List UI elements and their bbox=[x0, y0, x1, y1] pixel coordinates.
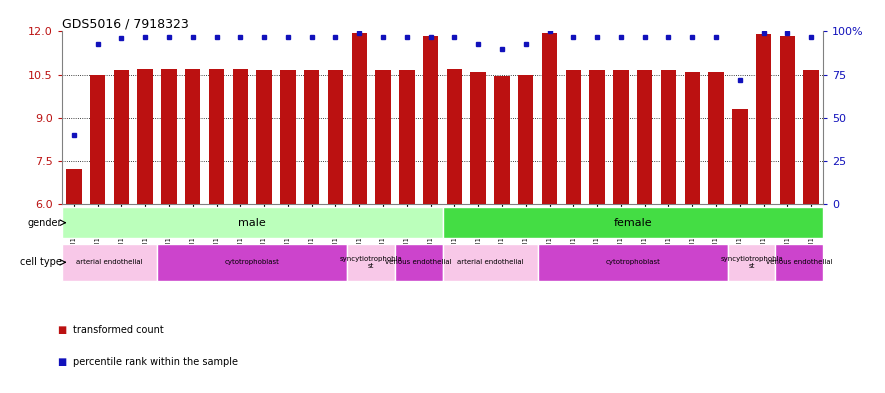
Text: arterial endothelial: arterial endothelial bbox=[76, 259, 142, 265]
Bar bbox=[732, 109, 748, 204]
Bar bbox=[113, 70, 129, 204]
Text: ■: ■ bbox=[58, 356, 66, 367]
Text: GDS5016 / 7918323: GDS5016 / 7918323 bbox=[62, 17, 189, 30]
Bar bbox=[728, 244, 775, 281]
Bar bbox=[423, 36, 438, 204]
Bar bbox=[471, 72, 486, 204]
Bar bbox=[804, 70, 819, 204]
Text: transformed count: transformed count bbox=[73, 325, 164, 335]
Bar bbox=[90, 75, 105, 204]
Text: cytotrophoblast: cytotrophoblast bbox=[605, 259, 660, 265]
Bar bbox=[158, 244, 348, 281]
Text: syncytiotrophobla
st: syncytiotrophobla st bbox=[720, 256, 783, 269]
Bar bbox=[62, 244, 158, 281]
Bar bbox=[661, 70, 676, 204]
Bar bbox=[304, 70, 319, 204]
Bar bbox=[233, 69, 248, 204]
Bar bbox=[518, 75, 534, 204]
Bar bbox=[775, 244, 823, 281]
Text: cytotrophoblast: cytotrophoblast bbox=[225, 259, 280, 265]
Bar bbox=[327, 70, 343, 204]
Bar bbox=[566, 70, 581, 204]
Text: ■: ■ bbox=[58, 325, 66, 335]
Bar bbox=[780, 36, 795, 204]
Text: cell type: cell type bbox=[20, 257, 62, 267]
Bar bbox=[613, 70, 628, 204]
Bar bbox=[684, 72, 700, 204]
Text: percentile rank within the sample: percentile rank within the sample bbox=[73, 356, 237, 367]
Bar bbox=[447, 69, 462, 204]
Text: venous endothelial: venous endothelial bbox=[385, 259, 452, 265]
Bar bbox=[257, 70, 272, 204]
Bar bbox=[442, 207, 823, 238]
Text: syncytiotrophobla
st: syncytiotrophobla st bbox=[340, 256, 403, 269]
Bar bbox=[161, 69, 177, 204]
Bar bbox=[351, 33, 367, 204]
Bar bbox=[66, 169, 81, 204]
Bar bbox=[494, 76, 510, 204]
Bar bbox=[375, 70, 391, 204]
Bar bbox=[542, 33, 558, 204]
Text: venous endothelial: venous endothelial bbox=[766, 259, 833, 265]
Bar bbox=[399, 70, 414, 204]
Text: female: female bbox=[613, 218, 652, 228]
Bar bbox=[756, 34, 772, 204]
Bar bbox=[637, 70, 652, 204]
Text: male: male bbox=[238, 218, 266, 228]
Bar bbox=[62, 207, 442, 238]
Bar bbox=[589, 70, 604, 204]
Bar bbox=[348, 244, 395, 281]
Text: arterial endothelial: arterial endothelial bbox=[457, 259, 523, 265]
Bar bbox=[209, 69, 224, 204]
Bar bbox=[185, 69, 201, 204]
Text: gender: gender bbox=[27, 218, 62, 228]
Bar bbox=[395, 244, 442, 281]
Bar bbox=[281, 70, 296, 204]
Bar bbox=[137, 69, 153, 204]
Bar bbox=[708, 72, 724, 204]
Bar bbox=[442, 244, 538, 281]
Bar bbox=[538, 244, 728, 281]
